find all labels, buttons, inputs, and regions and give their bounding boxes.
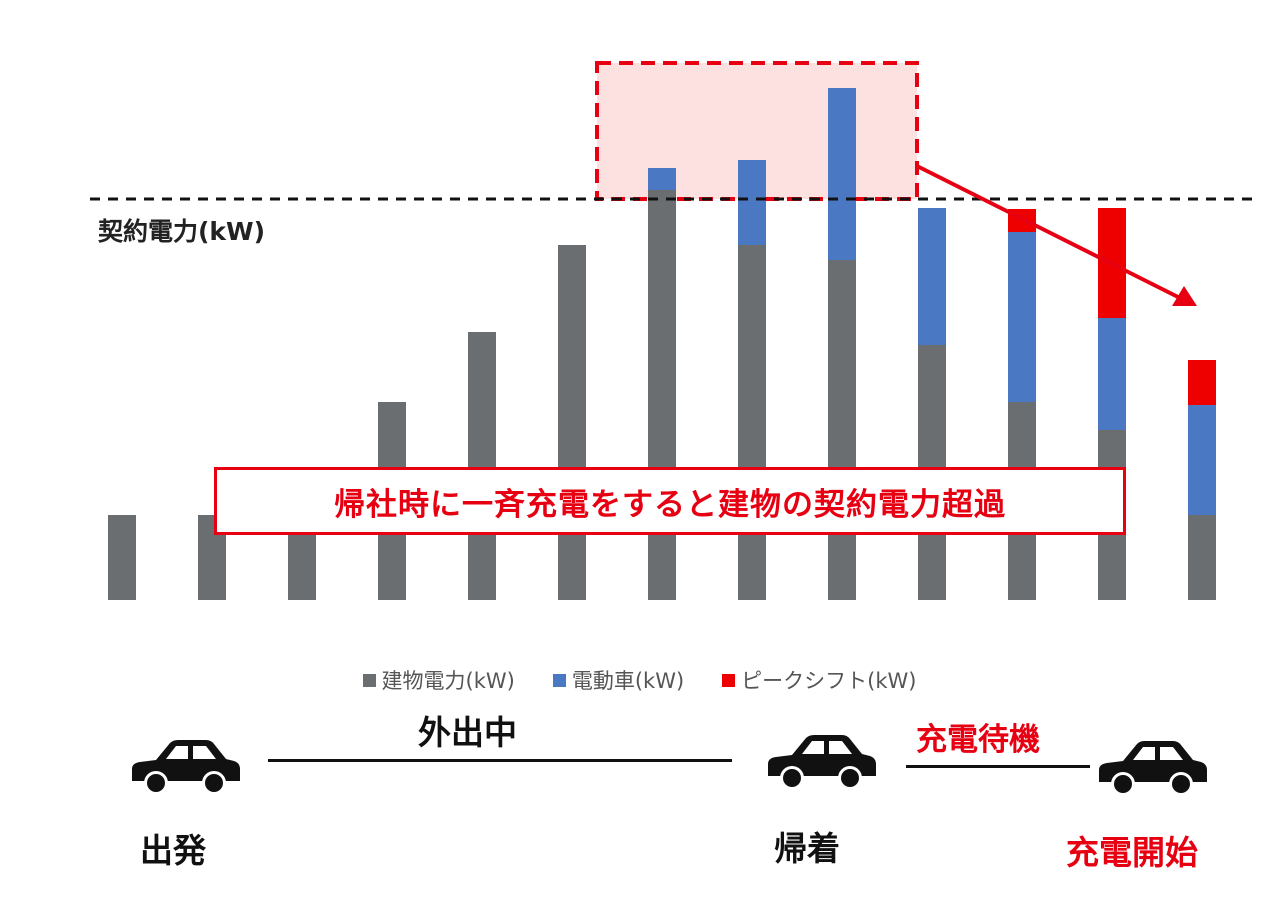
- bar-ev: [1098, 318, 1126, 430]
- return-label: 帰着: [774, 829, 840, 868]
- bar-ev: [918, 208, 946, 345]
- car-icon: [1099, 741, 1207, 796]
- standby-label: 充電待機: [916, 722, 1040, 758]
- bar-building: [468, 332, 496, 600]
- outing-label: 外出中: [418, 713, 517, 752]
- peak-shift-arrow-head: [1172, 286, 1197, 306]
- legend-swatch-building: [362, 673, 376, 687]
- bar-building: [648, 190, 676, 600]
- bar-ev: [738, 160, 766, 245]
- depart-label: 出発: [140, 831, 206, 870]
- legend: 建物電力(kW) 電動車(kW) ピークシフト(kW): [0, 665, 1279, 695]
- charge-start-label: 充電開始: [1066, 833, 1198, 872]
- legend-swatch-ev: [552, 673, 566, 687]
- legend-label-ev: 電動車(kW): [571, 669, 685, 693]
- peak-shift-arrow-line: [916, 164, 1181, 300]
- bar-peak-shift: [1188, 360, 1216, 405]
- legend-label-peak-shift: ピークシフト(kW): [741, 669, 917, 693]
- bar-ev: [648, 168, 676, 190]
- bar-ev: [1008, 232, 1036, 402]
- bar-building: [828, 260, 856, 600]
- bar-building: [108, 515, 136, 600]
- car-icon: [132, 740, 240, 795]
- bar-building: [738, 245, 766, 600]
- contract-power-label: 契約電力(kW): [98, 217, 266, 246]
- legend-label-building: 建物電力(kW): [381, 669, 515, 693]
- bar-building: [558, 245, 586, 600]
- car-icon: [768, 735, 876, 790]
- legend-item-peak-shift: ピークシフト(kW): [722, 665, 916, 695]
- standby-line: [906, 765, 1090, 768]
- bar-building: [1188, 515, 1216, 600]
- legend-swatch-peak-shift: [722, 673, 736, 687]
- bar-ev: [828, 88, 856, 260]
- bar-ev: [1188, 405, 1216, 515]
- legend-item-building: 建物電力(kW): [362, 665, 515, 695]
- overage-callout: 帰社時に一斉充電をすると建物の契約電力超過: [214, 467, 1126, 535]
- legend-item-ev: 電動車(kW): [552, 665, 685, 695]
- outing-line: [268, 759, 732, 762]
